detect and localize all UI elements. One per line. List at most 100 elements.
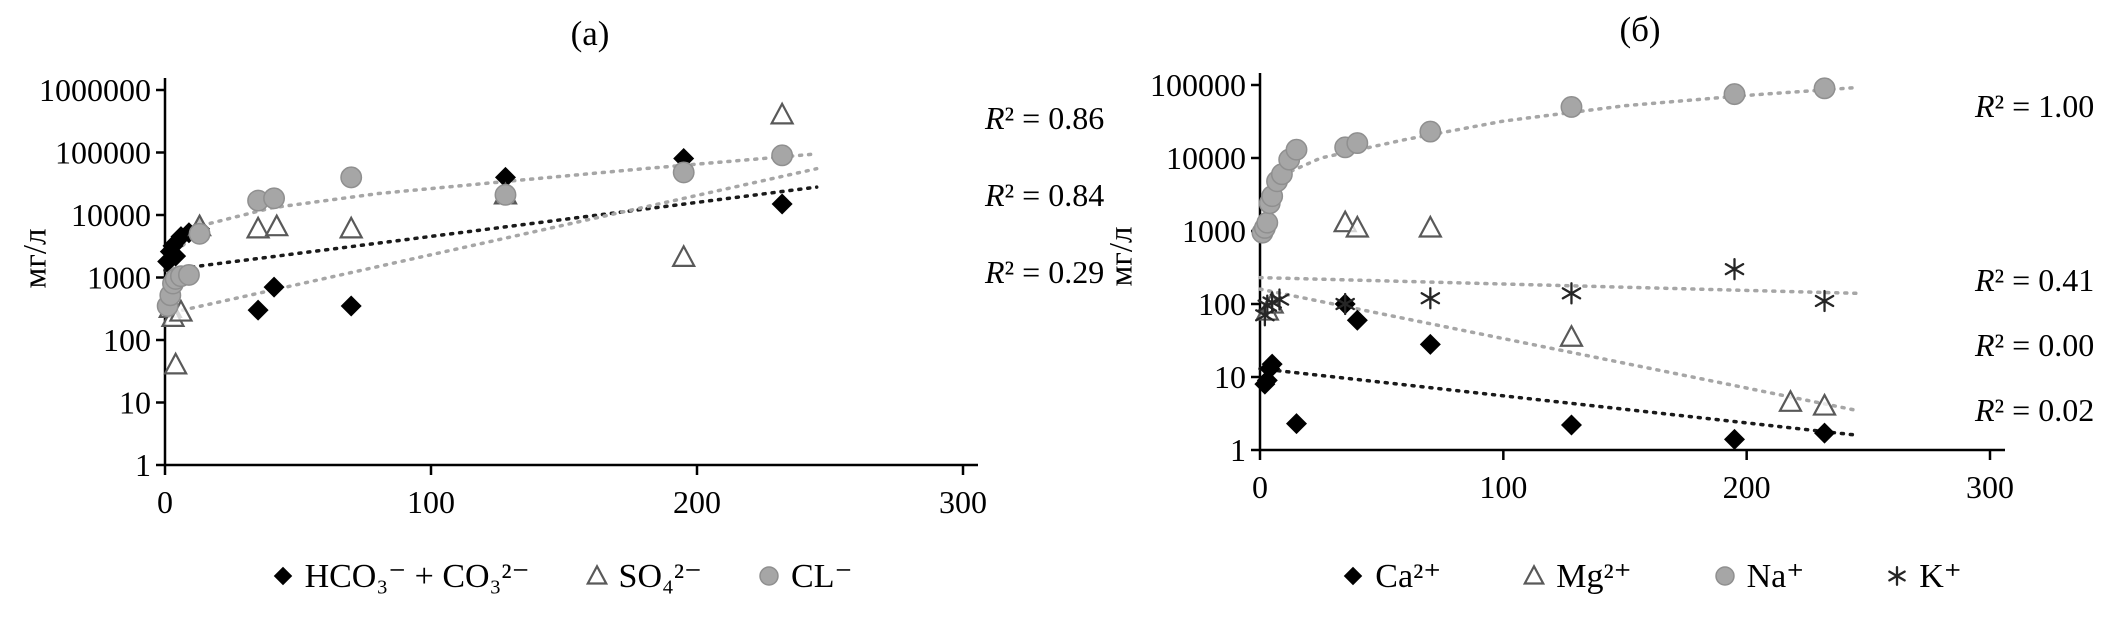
legend-label: CL⁻ — [791, 558, 853, 595]
y-tick-label: 10 — [119, 385, 151, 421]
triangle-marker — [338, 215, 364, 239]
r2-annotation: R² = 0.02 — [1975, 392, 2095, 428]
legend-label: SO₄²⁻ — [618, 558, 703, 595]
x-tick-label: 100 — [407, 484, 455, 520]
legend-label: K⁺ — [1919, 558, 1962, 595]
trendline-circle — [165, 152, 819, 289]
trendline-asterisk — [1258, 275, 1858, 296]
diamond-marker — [1724, 428, 1745, 450]
asterisk-marker — [1814, 289, 1835, 313]
diamond-marker — [1419, 333, 1441, 355]
asterisk-marker — [1724, 258, 1745, 281]
legend-item-triangle: SO₄²⁻ — [582, 556, 702, 596]
r2-annotation: R² = 0.86 — [985, 100, 1105, 136]
circle-marker — [672, 161, 695, 184]
circle-marker — [177, 263, 200, 286]
circle-marker — [1419, 120, 1442, 143]
diamond-marker — [1286, 413, 1307, 435]
y-tick-label: 1 — [1230, 432, 1246, 468]
diamond-marker — [1344, 566, 1363, 586]
diamond-marker — [1560, 414, 1582, 436]
triangle-legend-icon — [1523, 563, 1546, 585]
x-tick-label: 200 — [1723, 469, 1771, 505]
r2-annotation: R² = 0.00 — [1975, 327, 2095, 363]
asterisk-marker — [1335, 292, 1355, 316]
trendline-diamond — [1258, 366, 1858, 437]
x-tick-label: 100 — [1479, 469, 1527, 505]
y-tick-label: 1000 — [87, 260, 151, 296]
panel-b-legend: Ca²⁺ Mg²⁺ Na⁺ K⁺ — [1210, 556, 2090, 596]
x-tick-label: 0 — [157, 484, 173, 520]
x-tick-label: 300 — [939, 484, 987, 520]
diamond-legend-icon — [1344, 566, 1363, 586]
triangle-marker — [1778, 388, 1803, 412]
circle-marker — [494, 183, 517, 206]
legend-item-diamond: Ca²⁺ — [1338, 556, 1441, 596]
diamond-marker — [1346, 309, 1368, 331]
panel-a-plot: 1000000 100000 10000 1000 100 10 10 100 200 300 — [39, 72, 987, 520]
triangle-marker — [1344, 214, 1370, 238]
triangle-marker — [1523, 563, 1546, 585]
asterisk-marker — [1420, 287, 1441, 310]
diamond-marker — [1814, 422, 1836, 444]
y-tick-label: 100000 — [55, 135, 151, 171]
r2-annotation: R² = 1.00 — [1975, 88, 2095, 124]
circle-legend-icon — [1714, 566, 1735, 586]
circle-marker — [188, 222, 211, 245]
triangle-marker — [1332, 209, 1358, 233]
y-tick-label: 10000 — [1166, 140, 1246, 176]
trendline-triangle — [1258, 287, 1858, 413]
circle-marker — [1256, 211, 1279, 234]
y-tick-label: 100 — [1198, 286, 1246, 322]
panel-b-plot: 100000 10000 1000 100 10 10 100 200 300 — [1150, 67, 2014, 505]
diamond-legend-icon — [273, 566, 292, 586]
circle-legend-icon — [759, 566, 779, 586]
legend-item-circle: Na⁺ — [1710, 556, 1804, 596]
y-tick-label: 1000000 — [39, 72, 151, 108]
diamond-marker — [673, 148, 695, 170]
legend-item-circle: CL⁻ — [754, 556, 852, 596]
y-tick-label: 1000 — [1182, 213, 1246, 249]
triangle-marker — [671, 244, 697, 267]
x-tick-label: 300 — [1966, 469, 2014, 505]
circle-marker — [1714, 566, 1735, 586]
triangle-marker — [1812, 392, 1837, 416]
diamond-marker — [263, 276, 285, 298]
diamond-marker — [247, 299, 269, 321]
circle-marker — [1813, 77, 1836, 100]
circle-marker — [263, 187, 286, 210]
asterisk-marker — [1269, 288, 1290, 311]
y-tick-label: 10000 — [71, 197, 151, 233]
triangle-marker — [1559, 323, 1584, 347]
legend-item-triangle: Mg²⁺ — [1519, 556, 1632, 596]
r2-annotation: R² = 0.29 — [985, 254, 1105, 290]
circle-marker — [771, 144, 794, 167]
legend-item-diamond: HCO₃⁻ + CO₃²⁻ — [268, 556, 530, 596]
triangle-marker — [264, 213, 290, 237]
asterisk-marker — [1888, 566, 1906, 586]
panel-a-title: (а) — [570, 14, 610, 53]
diamond-marker — [494, 166, 516, 188]
panel-b-title: (б) — [1619, 10, 1661, 49]
asterisk-marker — [1255, 304, 1275, 327]
asterisk-legend-icon — [1888, 566, 1906, 586]
panel-a-legend: HCO₃⁻ + CO₃²⁻ SO₄²⁻ CL⁻ — [130, 556, 990, 596]
trendline-triangle — [163, 166, 819, 316]
diamond-marker — [771, 193, 793, 215]
legend-label: Ca²⁺ — [1375, 558, 1442, 595]
y-tick-label: 100 — [103, 322, 151, 358]
asterisk-marker — [1561, 282, 1582, 305]
triangle-marker — [245, 215, 271, 239]
trendline-diamond — [163, 185, 819, 273]
diamond-marker — [273, 566, 292, 586]
trendline-circle — [1260, 85, 1858, 237]
legend-label: Mg²⁺ — [1556, 558, 1632, 595]
diamond-marker — [165, 245, 187, 267]
x-tick-label: 0 — [1252, 469, 1268, 505]
y-tick-label: 1 — [135, 447, 151, 483]
circle-marker — [1285, 138, 1308, 161]
y-tick-label: 100000 — [1150, 67, 1246, 103]
circle-marker — [1346, 132, 1369, 155]
r2-annotation: R² = 0.41 — [1975, 262, 2095, 298]
